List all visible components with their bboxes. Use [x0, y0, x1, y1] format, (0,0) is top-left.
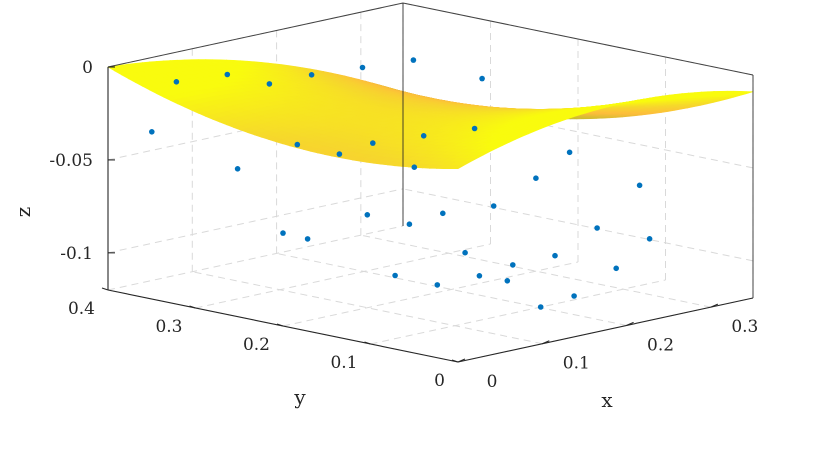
grid-line-floor-y: [107, 225, 404, 291]
data-point: [434, 282, 441, 288]
z-axis-label: z: [11, 207, 35, 218]
grid-line-floor-y: [370, 279, 666, 345]
x-tick-label: 0.2: [647, 335, 674, 355]
data-point: [308, 72, 315, 78]
y-tick-mark: [364, 341, 371, 345]
y-tick-mark: [276, 323, 284, 327]
tick-layer: 0 0.1 0.2 0.3 0 0.1 0.2 0.3 0.4 -0.1 -0.05 0: [49, 58, 758, 392]
data-point: [420, 133, 427, 139]
data-point: [646, 236, 653, 242]
data-point: [504, 278, 511, 284]
y-tick-label: 0: [434, 371, 445, 391]
data-point: [636, 182, 643, 189]
z-tick-label: -0.1: [60, 244, 93, 264]
x-tick-mark: [626, 321, 634, 326]
data-point: [594, 225, 600, 231]
data-point: [234, 166, 241, 172]
data-point: [440, 210, 446, 217]
data-point: [392, 272, 398, 279]
x-axis-line: [457, 297, 754, 363]
y-tick-mark: [451, 359, 459, 363]
y-tick-mark: [189, 305, 196, 309]
x-tick-mark: [542, 340, 550, 345]
data-point: [476, 273, 483, 279]
x-tick-mark: [710, 303, 719, 308]
box-edge: [402, 2, 754, 76]
data-point: [364, 212, 371, 218]
data-point: [370, 140, 376, 146]
data-point: [294, 141, 301, 148]
data-point: [479, 75, 485, 82]
grid-line-floor-y: [282, 261, 579, 327]
data-point: [613, 265, 619, 272]
data-point: [149, 129, 155, 135]
y-tick-label: 0.2: [243, 335, 270, 355]
data-point: [471, 125, 478, 132]
y-tick-label: 0.4: [68, 299, 95, 319]
grid-layer: [107, 2, 754, 363]
data-point: [533, 175, 539, 181]
x-axis-label: x: [601, 388, 613, 412]
y-tick-mark: [101, 287, 109, 291]
grid-line-floor-y: [195, 243, 491, 309]
data-point: [410, 57, 417, 63]
data-point: [537, 304, 544, 310]
z-tick-label: -0.05: [49, 151, 93, 171]
data-point: [571, 293, 577, 299]
data-point: [224, 71, 231, 78]
x-tick-mark: [457, 358, 466, 363]
x-tick-label: 0.1: [563, 354, 590, 374]
y-axis-label: y: [293, 385, 306, 409]
data-point: [266, 81, 273, 87]
data-point: [304, 236, 311, 242]
data-point: [510, 262, 516, 268]
data-point: [566, 149, 573, 156]
y-tick-label: 0.3: [155, 317, 182, 337]
x-tick-label: 0: [487, 372, 498, 392]
axes-box: [107, 2, 754, 363]
data-point: [406, 221, 413, 227]
data-point: [280, 230, 286, 236]
data-point: [336, 151, 343, 157]
box-edge: [107, 2, 404, 68]
data-point: [411, 164, 418, 170]
data-point: [173, 79, 180, 85]
surface-patch: [450, 164, 465, 169]
y-tick-label: 0.1: [330, 353, 357, 373]
surface-layer: [107, 59, 754, 170]
grid-line-back-z: [107, 188, 404, 254]
data-point: [552, 252, 558, 259]
data-point: [462, 249, 468, 256]
marker-layer: [149, 57, 653, 310]
z-tick-label: 0: [82, 58, 93, 78]
data-point: [490, 203, 497, 209]
data-point: [359, 64, 366, 71]
x-tick-label: 0.3: [731, 317, 758, 337]
